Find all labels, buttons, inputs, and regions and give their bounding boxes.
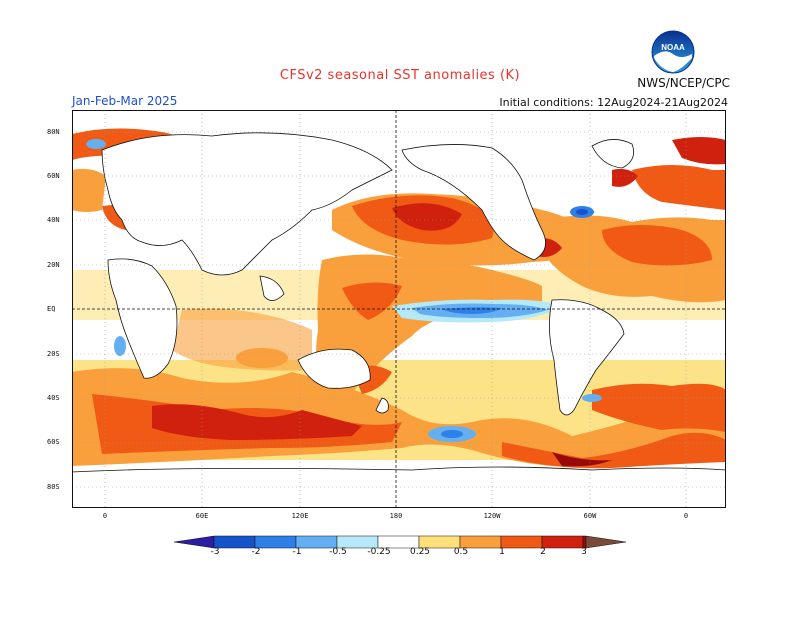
lat-label-60n: 60N	[47, 172, 60, 180]
legend-label: -0.25	[367, 547, 391, 557]
lat-label-60s: 60S	[47, 438, 60, 446]
lon-label-60e: 60E	[195, 512, 209, 520]
noaa-logo: NOAA	[651, 30, 695, 74]
agency-label: NWS/NCEP/CPC	[637, 76, 730, 90]
lat-label-80n: 80N	[47, 128, 60, 136]
continents	[72, 132, 726, 508]
lat-label-eq: EQ	[47, 305, 56, 313]
lat-lon-grid	[72, 110, 726, 508]
initial-conditions: Initial conditions: 12Aug2024-21Aug2024	[499, 96, 728, 109]
lon-label-180: 180	[389, 512, 403, 520]
chart-title: CFSv2 seasonal SST anomalies (K)	[279, 68, 521, 83]
lon-label-120e: 120E	[291, 512, 309, 520]
lat-label-20s: 20S	[47, 350, 60, 358]
lat-label-40n: 40N	[47, 216, 60, 224]
anomaly-field	[72, 128, 726, 469]
lat-label-40s: 40S	[47, 394, 60, 402]
legend-label: 0.25	[409, 547, 431, 557]
legend-label: -1	[292, 547, 302, 557]
legend-label: -0.5	[329, 547, 347, 557]
color-bar	[174, 535, 626, 549]
legend-label: 1	[499, 547, 505, 557]
legend-label: 0.5	[453, 547, 469, 557]
lat-label-20n: 20N	[47, 261, 60, 269]
legend-label: 3	[581, 547, 587, 557]
reference-lines	[72, 110, 726, 508]
lon-label-0-west: 0	[102, 512, 108, 520]
legend-label: 2	[540, 547, 546, 557]
lon-label-60w: 60W	[583, 512, 597, 520]
season-label: Jan-Feb-Mar 2025	[72, 94, 178, 108]
lat-label-80s: 80S	[47, 483, 60, 491]
lon-label-0-east: 0	[683, 512, 689, 520]
lon-label-120w: 120W	[483, 512, 501, 520]
legend-label: -3	[210, 547, 220, 557]
sst-anomaly-map	[72, 110, 726, 508]
noaa-logo-text: NOAA	[661, 43, 685, 52]
legend-label: -2	[251, 547, 261, 557]
